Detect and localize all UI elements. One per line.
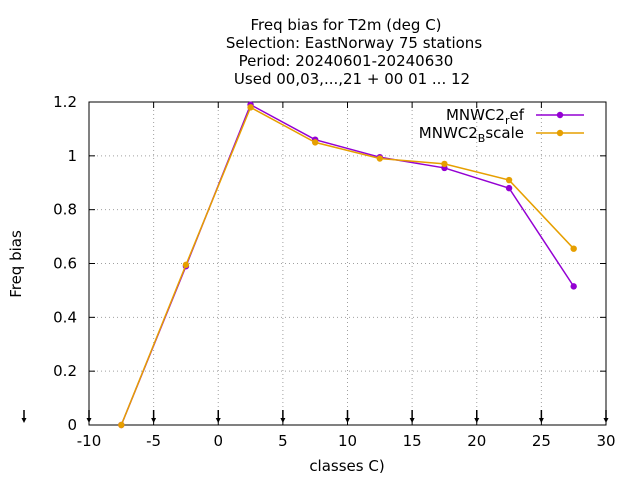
x-tick-label: -5 <box>146 432 161 450</box>
y-tick-label: 0.4 <box>53 308 77 326</box>
x-tick-label: 20 <box>467 432 486 450</box>
y-axis-label: Freq bias <box>7 230 25 298</box>
data-point <box>182 261 190 269</box>
chart-title: Freq bias for T2m (deg C) Selection: Eas… <box>226 16 482 88</box>
x-axis-ticks: -10 -5 0 5 10 15 20 25 30 <box>77 102 616 450</box>
data-point <box>247 104 254 111</box>
data-point <box>376 155 384 162</box>
series-line <box>120 103 575 426</box>
y-tick-label: 0.2 <box>53 362 77 380</box>
series-group <box>118 101 577 429</box>
title-line-1: Freq bias for T2m (deg C) <box>250 16 441 34</box>
legend-label: MNWC2ref <box>446 106 525 127</box>
title-line-3: Period: 20240601-20240630 <box>239 52 454 70</box>
data-point <box>570 283 577 290</box>
y-tick-label: 0.6 <box>53 255 77 273</box>
x-tick-label: 10 <box>338 432 357 450</box>
x-tick-label: 25 <box>532 432 551 450</box>
x-axis-label: classes C) <box>309 457 384 475</box>
x-tick-label: 5 <box>278 432 288 450</box>
legend-marker <box>556 111 564 119</box>
series-line <box>120 106 575 426</box>
y-axis-ticks: 0 0.2 0.4 0.6 0.8 1 1.2 <box>53 93 606 434</box>
data-point <box>505 176 513 184</box>
x-tick-label: 15 <box>403 432 422 450</box>
title-line-4: Used 00,03,...,21 + 00 01 ... 12 <box>234 70 470 88</box>
title-line-2: Selection: EastNorway 75 stations <box>226 34 482 52</box>
data-point <box>570 245 577 252</box>
x-tick-label: -10 <box>77 432 102 450</box>
data-point <box>441 160 448 168</box>
y-tick-label: 0.8 <box>53 201 77 219</box>
data-point <box>505 184 513 192</box>
out-of-range-markers <box>21 410 609 423</box>
x-tick-label: 0 <box>213 432 223 450</box>
legend-label: MNWC2Bscale <box>419 124 524 145</box>
data-point <box>311 139 319 146</box>
data-point <box>118 421 125 429</box>
x-tick-label: 30 <box>596 432 615 450</box>
legend-marker <box>556 129 564 137</box>
y-tick-label: 1.2 <box>53 93 77 111</box>
y-tick-label: 0 <box>67 416 77 434</box>
down-arrow-head <box>21 418 27 423</box>
y-tick-label: 1 <box>67 147 77 165</box>
